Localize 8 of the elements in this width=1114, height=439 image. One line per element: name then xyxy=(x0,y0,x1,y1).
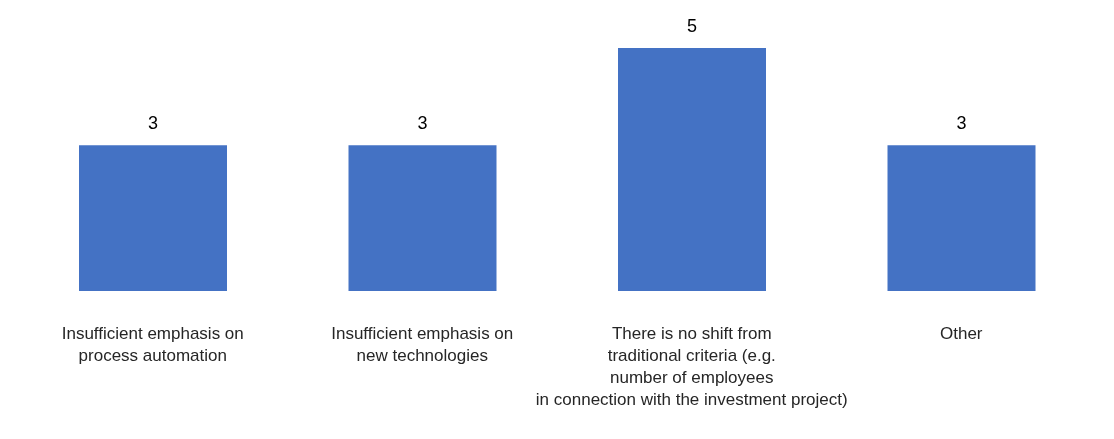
data-label: 3 xyxy=(147,113,159,134)
data-label: 5 xyxy=(686,16,698,36)
x-tick-label: Insufficient emphasis on process automation xyxy=(61,324,244,365)
x-tick-label: Other xyxy=(939,324,983,343)
data-label: 3 xyxy=(417,113,428,134)
x-tick-label: Insufficient emphasis on new technologies xyxy=(331,324,514,365)
data-label: 3 xyxy=(956,113,967,134)
x-tick-label: There is no shift from traditional criteria (e.g. number of employees in connection with the investment project) xyxy=(535,324,848,409)
